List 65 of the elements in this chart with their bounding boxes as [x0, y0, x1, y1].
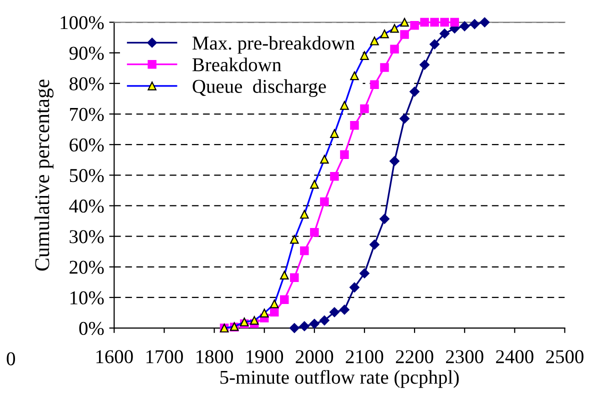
- x-tick-label: 2100: [346, 350, 384, 364]
- y-tick-label: 50%: [70, 168, 104, 182]
- y-tick-label: 20%: [70, 260, 104, 274]
- point: [319, 315, 330, 326]
- point: [270, 308, 279, 317]
- point: [480, 17, 490, 28]
- x-tick-label: 2000: [296, 350, 334, 364]
- x-axis-title: 5-minute outflow rate (pcphpl): [220, 370, 459, 388]
- point: [420, 60, 430, 70]
- x-tick-label: 1600: [96, 350, 133, 364]
- point: [440, 18, 449, 27]
- y-axis-title: Cumulative percentage: [34, 80, 54, 271]
- legend-label: Queue discharge: [192, 79, 326, 97]
- point: [300, 246, 309, 256]
- point: [390, 156, 400, 166]
- point: [360, 104, 369, 114]
- point: [290, 273, 299, 282]
- point: [390, 44, 399, 54]
- y-tick-label: 80%: [70, 77, 104, 90]
- point: [400, 30, 409, 39]
- y-tick-label: 90%: [69, 46, 104, 60]
- point: [320, 197, 329, 206]
- point: [410, 86, 420, 97]
- point: [430, 18, 439, 27]
- point: [380, 214, 390, 224]
- x-tick-label: 2400: [496, 350, 534, 364]
- point: [380, 63, 389, 72]
- point: [370, 80, 379, 90]
- x-tick-label: 2300: [446, 350, 484, 364]
- y-tick-label: 10%: [70, 291, 104, 304]
- point: [340, 150, 349, 160]
- y-tick-label: 40%: [69, 200, 104, 213]
- point: [349, 282, 360, 292]
- legend-label: Breakdown: [192, 58, 282, 72]
- point: [309, 318, 320, 329]
- x-tick-label: 1800: [196, 350, 233, 364]
- point: [280, 295, 289, 304]
- x-tick-label: 2500: [546, 350, 584, 364]
- point: [460, 21, 470, 32]
- point: [450, 18, 459, 27]
- point: [470, 19, 480, 30]
- y-tick-label: 30%: [70, 230, 104, 244]
- point: [329, 307, 340, 318]
- point: [310, 228, 319, 237]
- point: [400, 114, 410, 124]
- y-tick-label: 60%: [70, 138, 104, 152]
- point: [330, 172, 339, 181]
- point: [430, 39, 440, 50]
- x-tick-label: 1900: [246, 350, 284, 364]
- x-tick-label: 2200: [396, 350, 434, 364]
- y-tick-label: 0%: [79, 322, 104, 336]
- legend-label: Max. pre-breakdown: [192, 36, 355, 54]
- point: [440, 28, 450, 39]
- y-tick-label: 70%: [70, 108, 104, 122]
- point: [350, 120, 359, 130]
- x-tick-label: 1700: [146, 350, 183, 364]
- point: [299, 321, 310, 332]
- point: [410, 20, 419, 30]
- point: [370, 240, 380, 250]
- point: [420, 18, 429, 27]
- y-tick-label: 100%: [60, 16, 104, 30]
- point: [360, 268, 370, 278]
- point: [289, 323, 300, 334]
- text: 0: [6, 352, 16, 366]
- point: [339, 304, 350, 315]
